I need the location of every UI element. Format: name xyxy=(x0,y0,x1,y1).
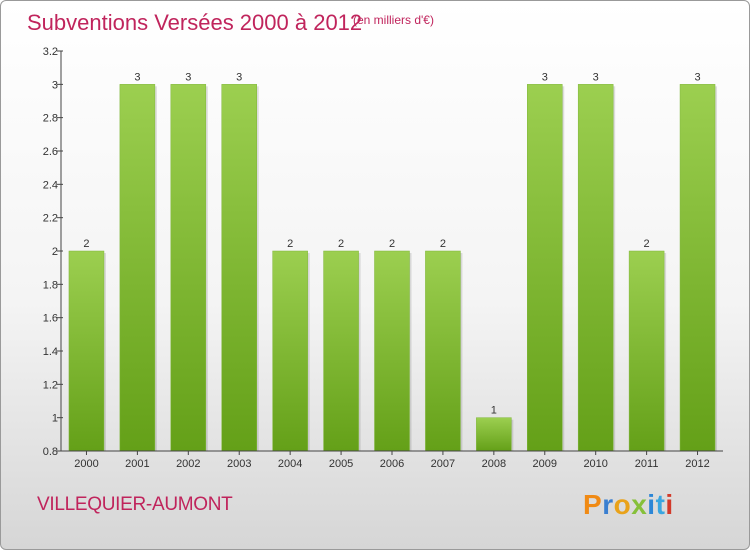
data-label-2010: 3 xyxy=(593,71,599,83)
y-tick-label: 1.2 xyxy=(43,379,58,391)
bar-2003 xyxy=(221,84,257,452)
data-label-2009: 3 xyxy=(542,71,548,83)
bar-2007 xyxy=(425,250,461,452)
y-tick-label: 2.2 xyxy=(43,213,58,225)
bar-2011 xyxy=(628,250,665,452)
x-tick-label-2001: 2001 xyxy=(125,458,149,470)
x-tick-label-2006: 2006 xyxy=(380,458,404,470)
proxiti-logo[interactable]: Proxiti xyxy=(583,489,674,521)
data-label-2011: 2 xyxy=(644,238,650,250)
bar-2001 xyxy=(119,84,156,452)
y-tick-label: 3 xyxy=(52,79,58,91)
y-tick-label: 1.4 xyxy=(43,346,58,358)
data-label-2006: 2 xyxy=(389,238,395,250)
data-label-2012: 3 xyxy=(694,71,700,83)
bar-2002 xyxy=(170,84,207,452)
x-tick-label-2007: 2007 xyxy=(431,458,455,470)
bar-2004 xyxy=(272,250,308,452)
y-tick-label: 0.8 xyxy=(43,446,58,458)
x-tick-label-2010: 2010 xyxy=(583,458,607,470)
y-tick-label: 1.6 xyxy=(43,313,58,325)
bar-2006 xyxy=(374,250,410,452)
bar-2005 xyxy=(323,250,359,452)
y-tick-label: 3.2 xyxy=(43,46,58,58)
x-tick-label-2011: 2011 xyxy=(635,458,659,470)
chart-title: Subventions Versées 2000 à 2012 xyxy=(27,10,363,35)
logo-letter: x xyxy=(631,489,648,520)
data-label-2002: 3 xyxy=(185,71,191,83)
data-label-2003: 3 xyxy=(236,71,242,83)
logo-letter: i xyxy=(647,489,656,520)
data-label-2004: 2 xyxy=(287,238,293,250)
logo-letter: t xyxy=(655,489,666,520)
bar-2012 xyxy=(679,84,716,452)
bar-2000 xyxy=(68,250,105,452)
x-tick-label-2003: 2003 xyxy=(227,458,251,470)
logo-letter: o xyxy=(613,489,632,520)
bar-2009 xyxy=(527,84,563,452)
bar-2008 xyxy=(476,417,512,452)
x-tick-label-2002: 2002 xyxy=(176,458,200,470)
x-tick-label-2004: 2004 xyxy=(278,458,302,470)
commune-name: VILLEQUIER-AUMONT xyxy=(37,494,233,515)
data-label-2008: 1 xyxy=(491,405,497,417)
y-tick-label: 2.8 xyxy=(43,113,58,125)
x-tick-label-2009: 2009 xyxy=(533,458,557,470)
y-tick-label: 2 xyxy=(52,246,58,258)
x-tick-label-2012: 2012 xyxy=(685,458,709,470)
x-tick-label-2008: 2008 xyxy=(482,458,506,470)
logo-letter: i xyxy=(665,489,674,520)
logo-letter: r xyxy=(602,489,614,520)
bar-2010 xyxy=(577,84,614,452)
data-label-2001: 3 xyxy=(134,71,140,83)
x-tick-label-2005: 2005 xyxy=(329,458,353,470)
y-tick-label: 2.6 xyxy=(43,146,58,158)
logo-letter: P xyxy=(583,489,603,520)
data-label-2005: 2 xyxy=(338,238,344,250)
data-label-2007: 2 xyxy=(440,238,446,250)
y-tick-label: 1.8 xyxy=(43,279,58,291)
y-tick-label: 2.4 xyxy=(43,179,58,191)
chart-subtitle: (en milliers d'€) xyxy=(353,13,434,27)
y-tick-label: 1 xyxy=(52,413,58,425)
x-tick-label-2000: 2000 xyxy=(74,458,98,470)
data-label-2000: 2 xyxy=(83,238,89,250)
